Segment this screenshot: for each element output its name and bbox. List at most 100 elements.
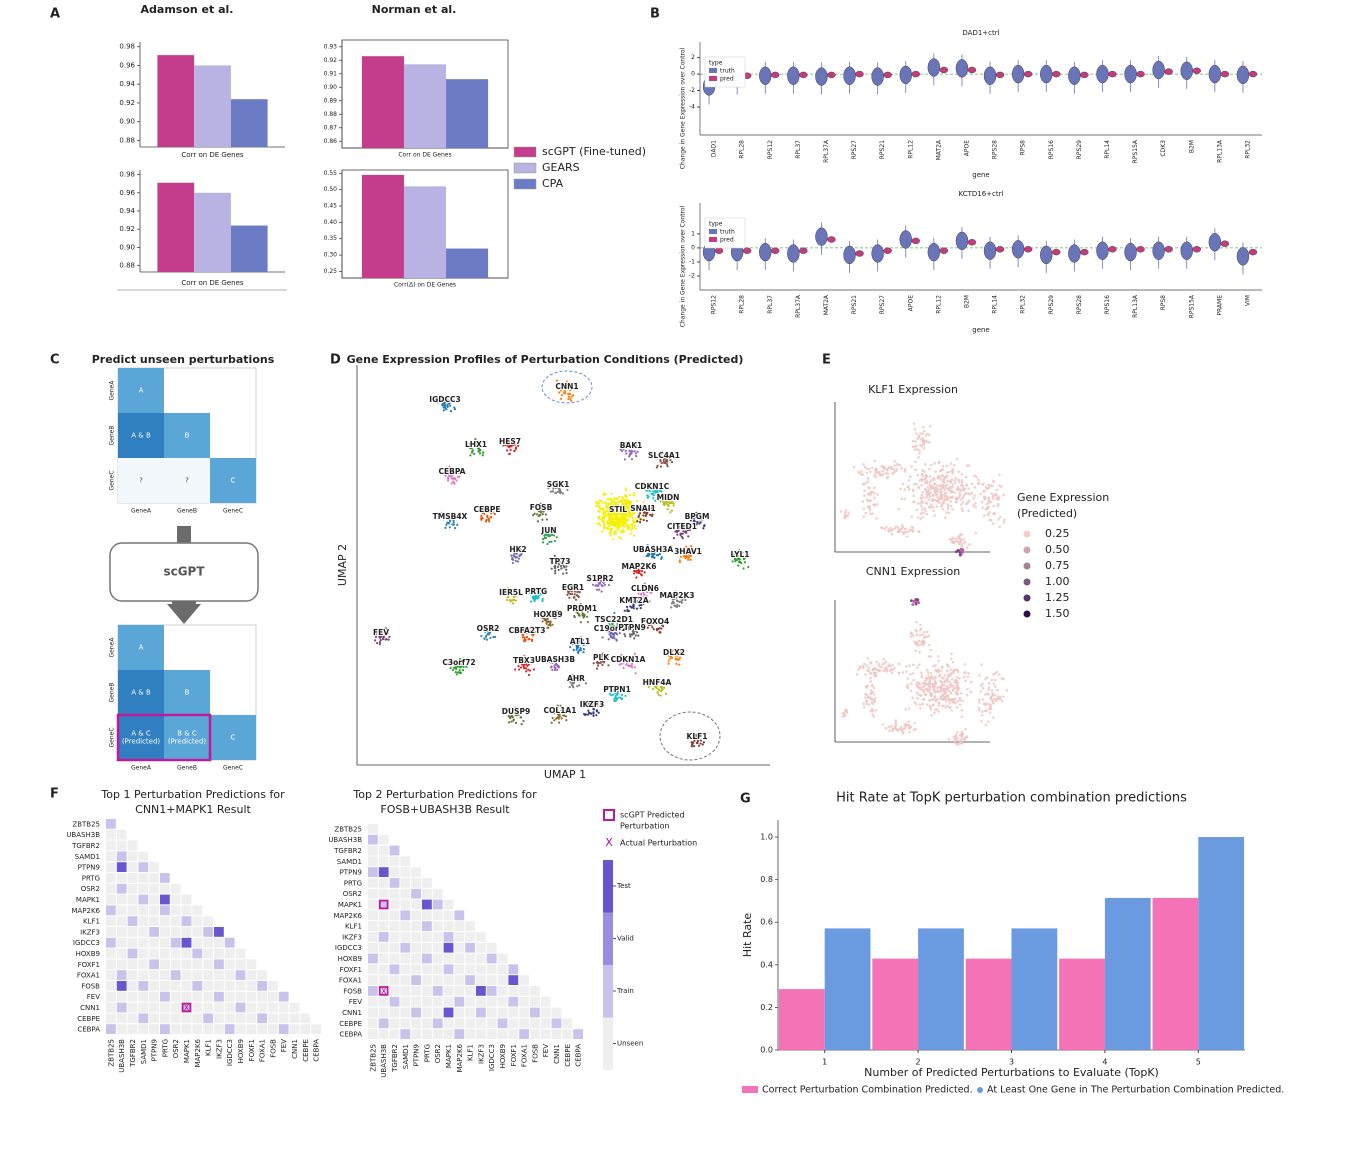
umap-point [626, 515, 629, 518]
expression-point [912, 482, 916, 486]
expression-point [916, 643, 920, 647]
expression-point [942, 494, 945, 497]
heatmap-cell [432, 964, 443, 975]
umap-point [601, 517, 604, 520]
heatmap-cell [443, 975, 454, 985]
y-tick-label: 0.50 [324, 186, 338, 193]
cell-label: ? [185, 477, 189, 485]
expression-point [927, 671, 930, 674]
umap-point [454, 477, 457, 481]
expression-point [924, 693, 928, 696]
expression-point [846, 514, 850, 517]
umap-point [596, 522, 599, 525]
y-tick-label: 0.55 [324, 170, 338, 177]
umap-point [454, 671, 457, 674]
umap-point [615, 497, 618, 500]
gene-label: GeneA [109, 637, 116, 658]
cluster-label: BAK1 [620, 441, 643, 450]
expression-point [944, 696, 948, 700]
expression-point [852, 465, 856, 469]
y-axis-label: Change in Gene Expression over Control [680, 205, 687, 327]
heatmap-cell [454, 1029, 465, 1039]
cluster-label: KLF1 [687, 732, 708, 741]
expression-point [948, 673, 951, 677]
umap-point [579, 621, 582, 624]
expression-point [928, 424, 932, 428]
expression-point [881, 472, 885, 476]
heatmap-cell [432, 1018, 443, 1029]
expression-point [945, 678, 948, 681]
umap-point [666, 508, 669, 511]
x-tick-label: RPL37A [823, 139, 830, 163]
umap-point [619, 448, 622, 451]
expression-point [931, 684, 935, 688]
heatmap-title: CNN1+MAPK1 Result [135, 803, 251, 816]
heatmap-cell [203, 991, 213, 1002]
umap-point [613, 699, 616, 703]
expression-point [932, 664, 935, 668]
expression-point [928, 643, 931, 647]
expression-point [903, 488, 907, 491]
heatmap-cell [278, 1013, 289, 1024]
umap-point [449, 667, 452, 670]
heatmap-cell [246, 1002, 257, 1013]
umap-point [633, 450, 636, 453]
expression-point [957, 470, 961, 473]
gene-label: GeneA [131, 765, 152, 772]
expression-point [888, 729, 891, 732]
row-label: MAP2K6 [71, 907, 100, 915]
heatmap-cell [432, 986, 443, 996]
expression-point [980, 719, 983, 723]
umap-point [747, 565, 750, 569]
umap-point [672, 601, 675, 605]
heatmap-cell [465, 986, 475, 996]
expression-point [933, 488, 936, 491]
umap-point [632, 632, 636, 635]
expression-point [996, 498, 999, 501]
heatmap-cell [235, 959, 246, 970]
umap-point [664, 457, 667, 460]
umap-point [619, 514, 622, 517]
umap-point [631, 516, 634, 520]
bar [1104, 897, 1151, 1050]
heatmap-cell [149, 873, 159, 883]
expression-point [869, 676, 872, 680]
expression-point [961, 699, 964, 703]
heatmap-cell [160, 937, 170, 948]
expression-point [978, 701, 981, 704]
heatmap-cell [138, 862, 149, 872]
expression-point [867, 486, 870, 489]
umap-point [649, 550, 652, 553]
heatmap-cell [422, 986, 432, 996]
heatmap-cell [106, 981, 116, 991]
umap-point [655, 629, 659, 632]
legend-label: 0.25 [1045, 527, 1070, 540]
heatmap-cell [181, 959, 192, 970]
expression-point [890, 533, 894, 536]
expression-point [933, 691, 937, 694]
expression-point [1000, 700, 1004, 703]
heatmap-cell [378, 1018, 389, 1029]
expression-point [919, 706, 922, 710]
expression-point [986, 720, 990, 723]
expression-point [884, 668, 887, 672]
expression-point [866, 493, 870, 496]
expression-point [878, 470, 881, 474]
umap-point [557, 568, 560, 572]
expression-point [964, 679, 967, 683]
expression-point [867, 666, 870, 670]
umap-point [629, 502, 632, 505]
umap-point [569, 397, 572, 400]
umap-point [619, 696, 622, 700]
cluster-label: TMSB4X [433, 512, 468, 521]
umap-point [446, 521, 449, 524]
violin [1096, 241, 1109, 260]
row-label: IKZF3 [342, 933, 362, 941]
expression-point [956, 699, 959, 703]
umap-point [617, 520, 620, 523]
x-tick-label: 5 [1196, 1058, 1201, 1067]
violin [1220, 240, 1230, 247]
umap-point [548, 540, 551, 544]
heatmap-cell [454, 964, 465, 975]
heatmap-cell [192, 948, 203, 959]
